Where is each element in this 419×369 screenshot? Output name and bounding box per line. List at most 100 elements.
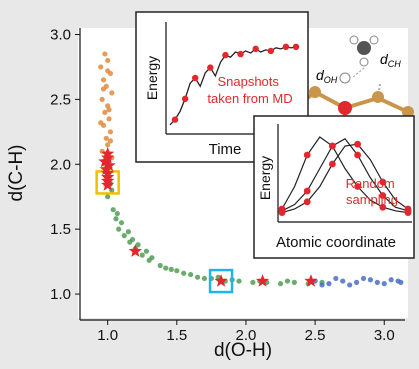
star-marker: [101, 178, 115, 191]
x-tick-label: 2.5: [305, 327, 326, 344]
sample-point: [354, 140, 361, 148]
scatter-point: [236, 278, 242, 284]
energy-curve: [281, 138, 409, 212]
snapshot-point: [171, 116, 179, 123]
hydrogen-atom: [349, 35, 359, 45]
carbon-atom: [357, 41, 371, 55]
sample-point: [303, 151, 311, 159]
star-marker: [98, 154, 112, 168]
energy-curve: [281, 143, 409, 214]
scatter-point: [291, 279, 297, 285]
scatter-point: [367, 277, 374, 283]
scatter-point: [114, 210, 120, 217]
scatter-point: [374, 279, 380, 285]
md-trajectory-line: [169, 46, 297, 126]
scatter-point: [102, 109, 108, 115]
snapshot-point: [237, 50, 244, 58]
scatter-point: [347, 282, 353, 288]
scatter-point: [277, 281, 284, 287]
x-tick-label: 1.0: [97, 327, 118, 344]
sample-point: [303, 198, 311, 206]
scatter-point: [149, 255, 155, 261]
scatter-point: [106, 116, 112, 122]
hydrogen-atom: [369, 35, 379, 45]
snapshot-point: [222, 51, 229, 59]
snapshot-point: [267, 47, 274, 55]
metal-atom: [402, 106, 414, 118]
inset2-annotation: Random sampling: [346, 176, 399, 207]
scatter-point: [398, 279, 404, 285]
inset1-annotation-line2: taken from MD: [207, 91, 292, 106]
sample-point: [278, 209, 286, 217]
x-axis-label: d(O-H): [214, 340, 272, 361]
inset1-series: [169, 43, 300, 126]
metal-atom: [309, 86, 321, 98]
snapshot-point: [292, 43, 300, 50]
scatter-point: [121, 233, 127, 239]
scatter-point: [100, 86, 107, 92]
inset1-annotation: Snapshots taken from MD: [207, 74, 292, 106]
scatter-point: [110, 207, 116, 213]
scatter-point: [105, 68, 111, 74]
y-ticks: 1.0 1.5 2.0 2.5 3.0: [50, 26, 80, 303]
scatter-point: [103, 135, 109, 141]
snapshot-point: [252, 45, 259, 53]
scatter-point: [105, 194, 111, 200]
scatter-point: [188, 271, 194, 278]
scatter-point: [319, 282, 325, 288]
star-marker: [99, 162, 113, 176]
sample-point: [329, 160, 336, 168]
scatter-point: [106, 107, 112, 113]
star-marker: [255, 274, 270, 287]
scatter-point: [113, 216, 119, 222]
sample-point: [379, 203, 387, 211]
hydrogen-atom: [359, 57, 369, 67]
star-marker: [102, 158, 116, 172]
snapshot-point: [282, 43, 290, 50]
sample-point: [354, 151, 361, 159]
scatter-point: [168, 266, 174, 272]
scatter-point: [125, 229, 132, 235]
sample-point: [329, 142, 336, 150]
scatter-point: [181, 270, 187, 276]
scatter-point: [135, 242, 141, 248]
scatter-point: [157, 262, 163, 269]
scatter-point: [194, 274, 201, 280]
scatter-point: [98, 64, 104, 70]
sample-point: [379, 192, 387, 199]
inset-random-sampling: Energy Atomic coordinate Random sampling: [253, 115, 415, 259]
x-ticks: 1.0 1.5 2.0 2.5 3.0: [97, 320, 395, 344]
snapshot-point: [207, 64, 214, 71]
scatter-point: [163, 265, 169, 271]
x-tick-label: 1.5: [166, 327, 187, 344]
scatter-point: [139, 252, 145, 258]
sample-point: [404, 205, 412, 213]
y-axis-label: d(C-H): [6, 145, 27, 202]
scatter-point: [107, 138, 114, 144]
scatter-point: [99, 96, 105, 102]
star-marker: [128, 244, 142, 257]
scatter-point: [107, 129, 114, 135]
inset1-annotation-line1: Snapshots: [217, 74, 279, 89]
x-tick-label: 3.0: [374, 327, 395, 344]
hydrogen-atom: [339, 72, 351, 84]
y-tick-label: 2.5: [50, 91, 71, 108]
scatter-point: [340, 278, 346, 284]
dch-bond: [351, 67, 365, 79]
inset1-xlabel: Time: [209, 141, 242, 158]
snapshot-point: [181, 95, 189, 103]
scatter-point: [105, 57, 111, 64]
dch-label: dCH: [380, 51, 401, 69]
scatter-point: [116, 226, 122, 232]
scatter-point: [118, 220, 125, 226]
inset1-ylabel: Energy: [144, 56, 160, 100]
inset2-ylabel: Energy: [257, 156, 273, 200]
sample-point: [303, 187, 311, 195]
inset2-series: [278, 136, 412, 217]
scatter-point: [360, 275, 367, 282]
star-marker: [304, 274, 318, 287]
scatter-point: [100, 77, 107, 83]
doh-label: dOH: [316, 67, 338, 85]
y-tick-label: 1.0: [50, 286, 71, 303]
